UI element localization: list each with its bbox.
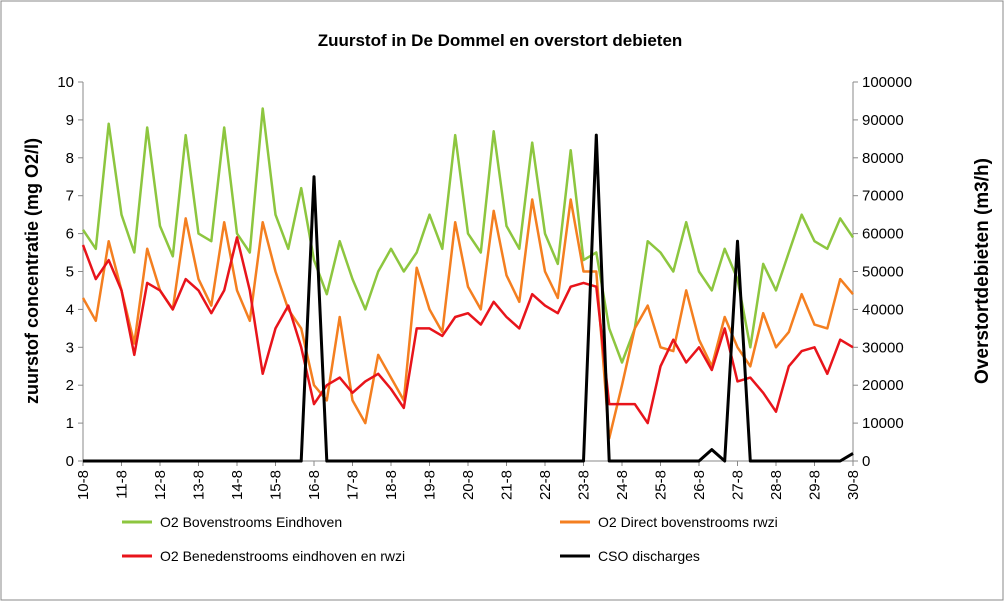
x-tick-label: 11-8 <box>114 470 131 499</box>
x-tick-label: 27-8 <box>730 470 747 500</box>
x-tick-label: 10-8 <box>75 470 92 500</box>
series-line <box>81 236 854 425</box>
x-tick-label: 17-8 <box>345 470 362 500</box>
y-tick-label: 9 <box>66 112 74 129</box>
x-tick-label: 21-8 <box>499 470 516 500</box>
y2-tick-label: 60000 <box>862 226 904 243</box>
series-line <box>81 198 854 440</box>
chart-title: Zuurstof in De Dommel en overstort debie… <box>318 31 683 50</box>
x-tick-label: 23-8 <box>576 470 593 500</box>
y2-tick-label: 30000 <box>862 339 904 356</box>
x-tick-label: 16-8 <box>306 470 323 500</box>
y2-axis-label: Overstortdebieten (m3/h) <box>972 158 993 384</box>
y-tick-label: 8 <box>66 150 74 167</box>
x-tick-label: 15-8 <box>268 470 285 500</box>
y2-tick-label: 90000 <box>862 112 904 129</box>
y2-tick-label: 40000 <box>862 301 904 318</box>
y-tick-label: 10 <box>57 74 74 91</box>
y-tick-label: 2 <box>66 377 74 394</box>
y2-tick-label: 50000 <box>862 264 904 281</box>
y2-tick-label: 70000 <box>862 188 904 205</box>
series-line <box>83 133 854 463</box>
y2-tick-label: 10000 <box>862 415 904 432</box>
y-tick-label: 0 <box>66 453 74 470</box>
y-axis-label: zuurstof concentratie (mg O2/l) <box>22 138 42 404</box>
x-tick-label: 24-8 <box>614 470 631 500</box>
legend-label: O2 Bovenstrooms Eindhoven <box>160 514 342 530</box>
y-tick-label: 6 <box>66 226 74 243</box>
x-tick-label: 28-8 <box>768 470 785 500</box>
legend-label: O2 Benedenstrooms eindhoven en rwzi <box>160 548 405 564</box>
x-tick-label: 18-8 <box>383 470 400 500</box>
legend-label: O2 Direct bovenstrooms rwzi <box>598 514 778 530</box>
y-tick-label: 5 <box>66 264 74 281</box>
x-tick-label: 26-8 <box>691 470 708 500</box>
y2-tick-label: 0 <box>862 453 870 470</box>
series-line <box>81 107 855 364</box>
x-tick-label: 12-8 <box>152 470 169 500</box>
y-tick-label: 7 <box>66 188 74 205</box>
x-tick-label: 19-8 <box>422 470 439 500</box>
x-tick-label: 22-8 <box>537 470 554 500</box>
x-tick-label: 13-8 <box>191 470 208 500</box>
y2-tick-label: 80000 <box>862 150 904 167</box>
y-tick-label: 4 <box>66 301 74 318</box>
y2-tick-label: 100000 <box>862 74 912 91</box>
y-tick-label: 3 <box>66 339 74 356</box>
x-tick-label: 29-8 <box>807 470 824 500</box>
y2-tick-label: 20000 <box>862 377 904 394</box>
x-tick-label: 14-8 <box>229 470 246 500</box>
x-tick-label: 30-8 <box>845 470 862 500</box>
y-tick-label: 1 <box>66 415 74 432</box>
legend-label: CSO discharges <box>598 548 700 564</box>
x-tick-label: 20-8 <box>460 470 477 500</box>
x-tick-label: 25-8 <box>653 470 670 500</box>
